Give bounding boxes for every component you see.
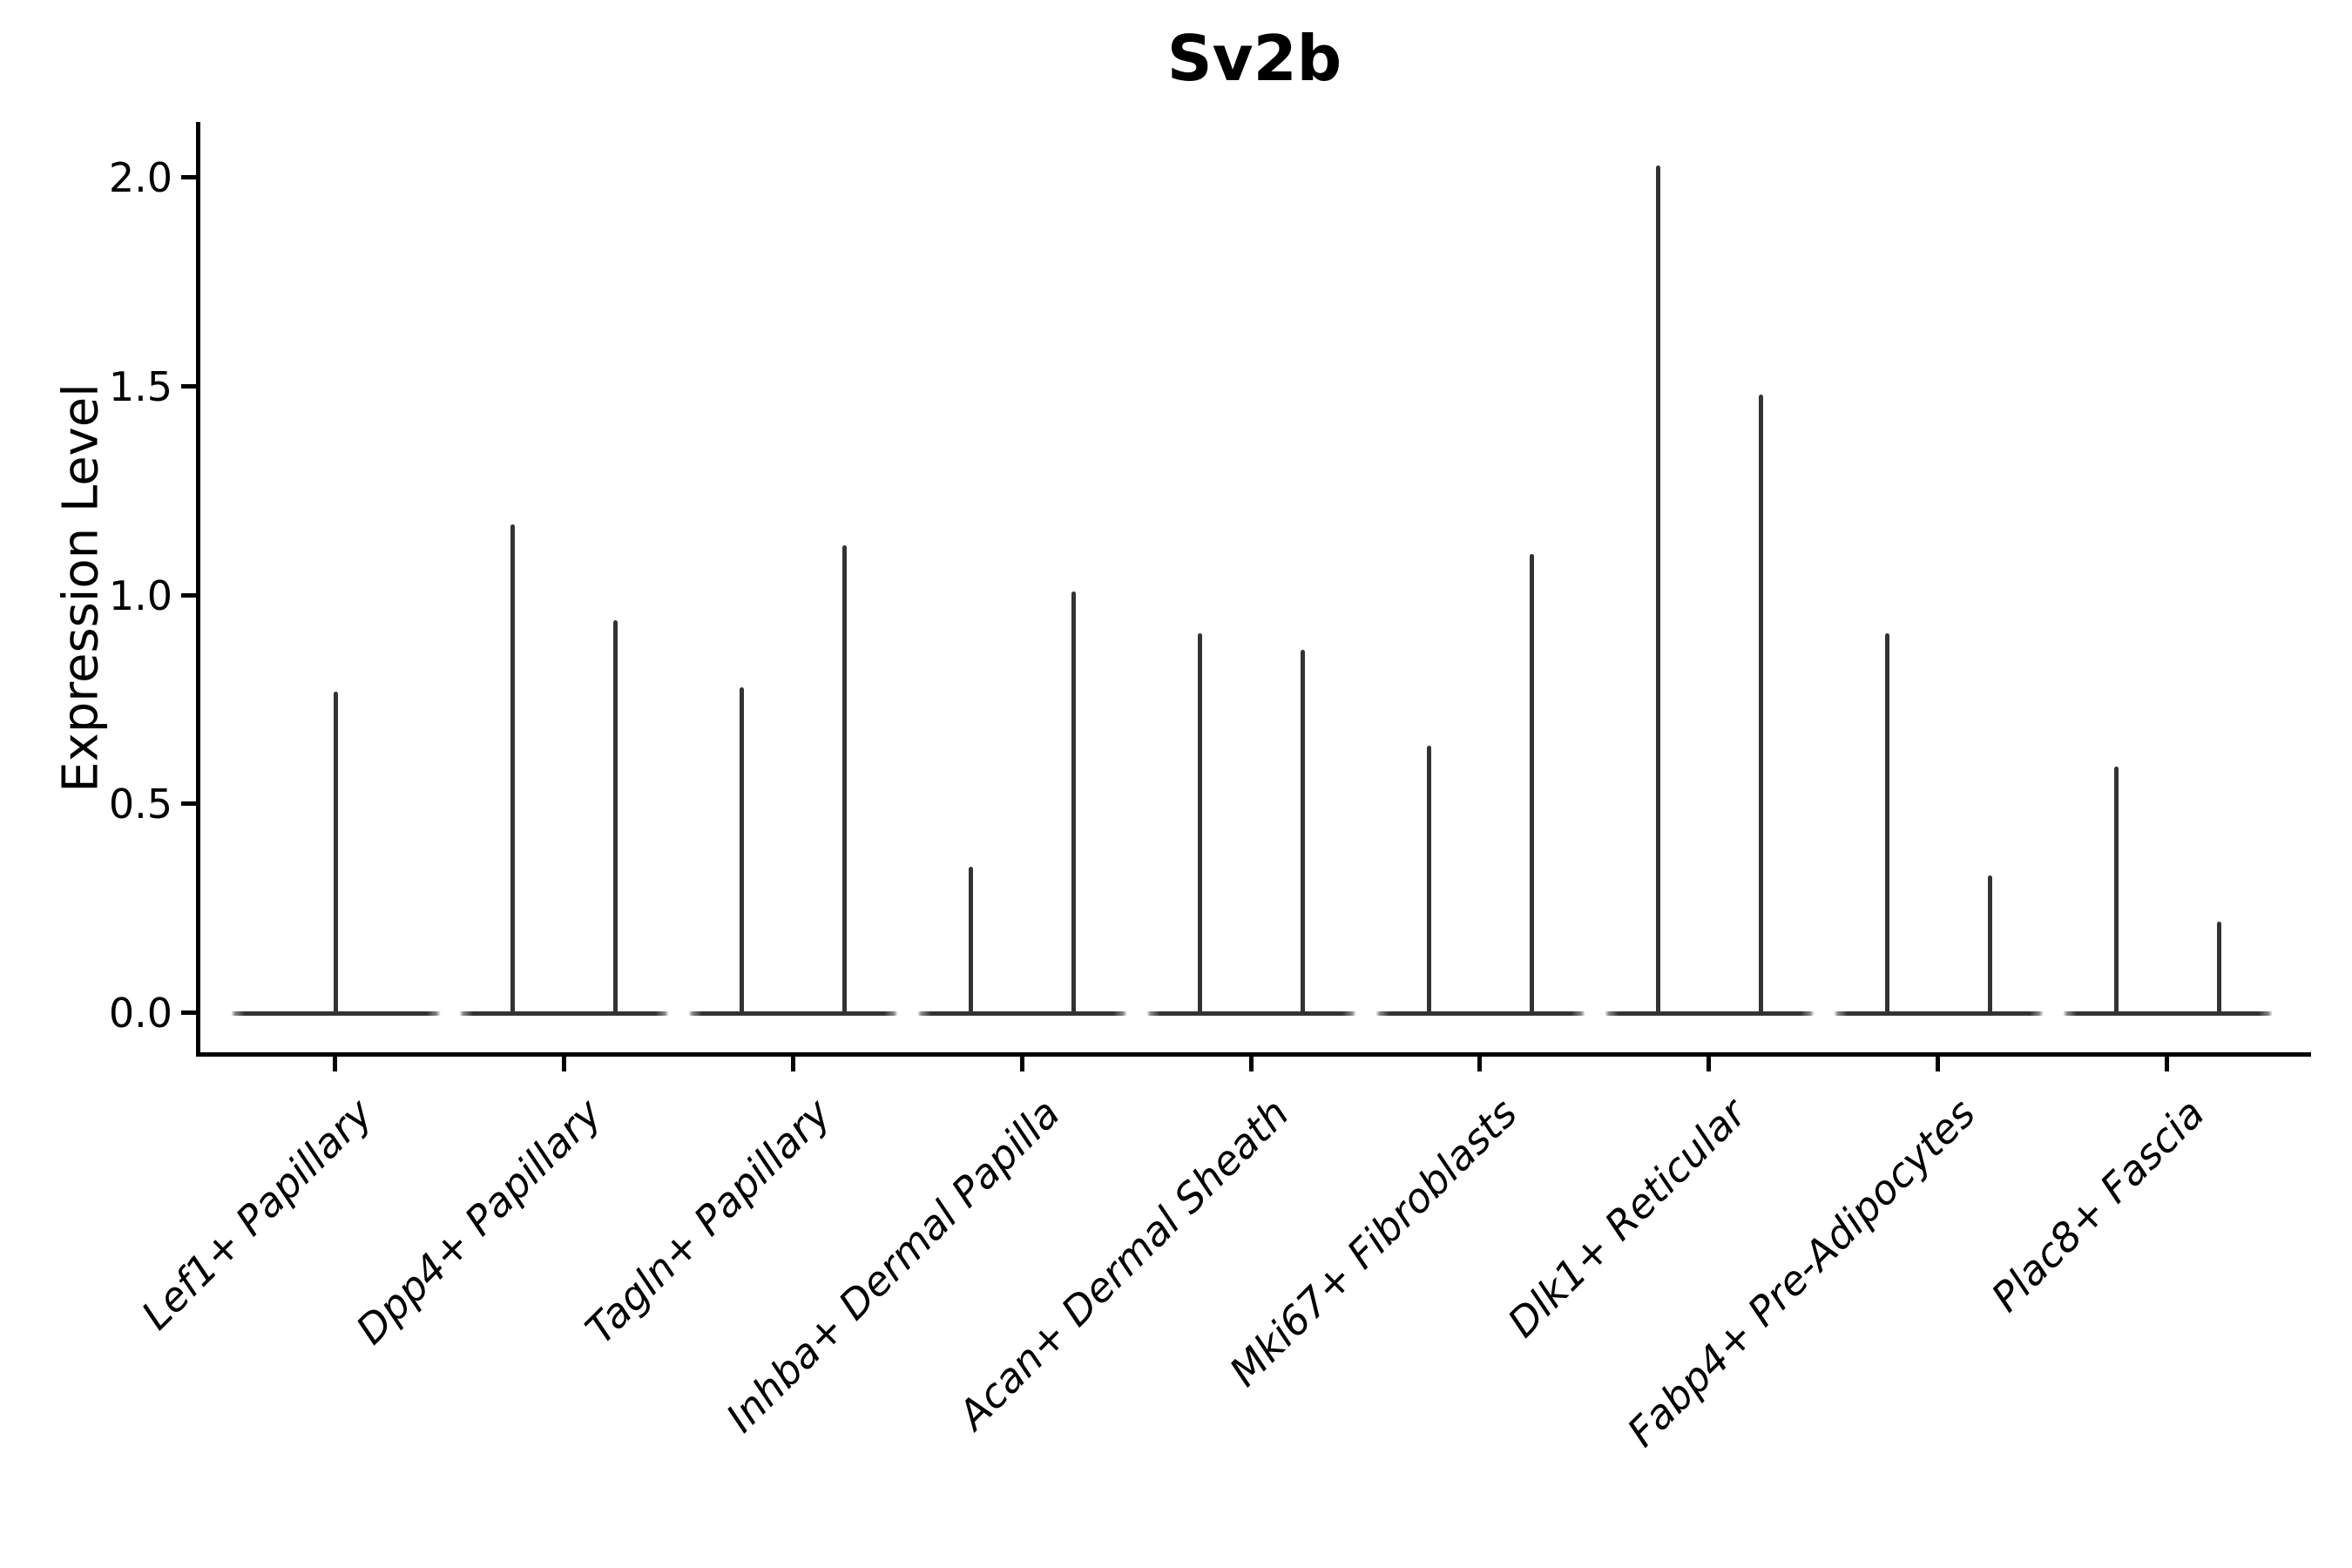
y-tick-label: 0.0 — [108, 990, 172, 1037]
chart-title: Sv2b — [1166, 22, 1342, 95]
x-tick-mark — [333, 1057, 337, 1071]
x-tick-mark — [1019, 1057, 1024, 1071]
violin-spike — [333, 691, 338, 1016]
x-tick-mark — [1936, 1057, 1941, 1071]
violin-base — [1833, 1010, 2044, 1016]
y-tick-label: 2.0 — [108, 154, 172, 201]
violin-spike — [1071, 591, 1077, 1016]
violin-spike — [1529, 553, 1534, 1016]
violin-spike — [2113, 767, 2119, 1016]
x-tick-mark — [561, 1057, 566, 1071]
violin-base — [459, 1010, 670, 1016]
violin-spike — [1198, 632, 1202, 1016]
violin-spike — [2216, 921, 2221, 1016]
y-tick-mark — [181, 175, 196, 179]
violin-spike — [1426, 746, 1431, 1016]
violin-spike — [1301, 649, 1305, 1016]
y-tick-mark — [181, 383, 196, 389]
violin-spike — [969, 867, 974, 1016]
violin-spike — [1884, 632, 1889, 1016]
violin-base — [1604, 1010, 1815, 1016]
violin-base — [1375, 1010, 1585, 1016]
y-tick-mark — [181, 592, 196, 598]
x-tick-mark — [1248, 1057, 1254, 1071]
y-tick-mark — [181, 1010, 196, 1015]
violin-base — [1146, 1010, 1356, 1016]
x-tick-mark — [1477, 1057, 1483, 1071]
violin-base — [917, 1010, 1128, 1016]
y-axis-spine — [196, 122, 200, 1054]
violin-spike — [1655, 165, 1660, 1016]
violin-spike — [842, 544, 848, 1016]
violin-spike — [1758, 395, 1763, 1016]
violin-base — [688, 1010, 899, 1016]
violin-spike — [1987, 875, 1992, 1016]
x-tick-mark — [2165, 1057, 2169, 1071]
y-tick-mark — [181, 801, 196, 807]
y-tick-label: 1.5 — [108, 362, 172, 410]
x-tick-mark — [1707, 1057, 1712, 1071]
violin-spike — [740, 686, 745, 1016]
violin-spike — [510, 524, 516, 1016]
violin-base — [2062, 1010, 2273, 1016]
y-tick-label: 0.5 — [108, 781, 172, 828]
y-tick-label: 1.0 — [108, 571, 172, 619]
x-axis-spine — [196, 1052, 2311, 1057]
x-tick-mark — [790, 1057, 795, 1071]
violin-spike — [613, 620, 618, 1016]
